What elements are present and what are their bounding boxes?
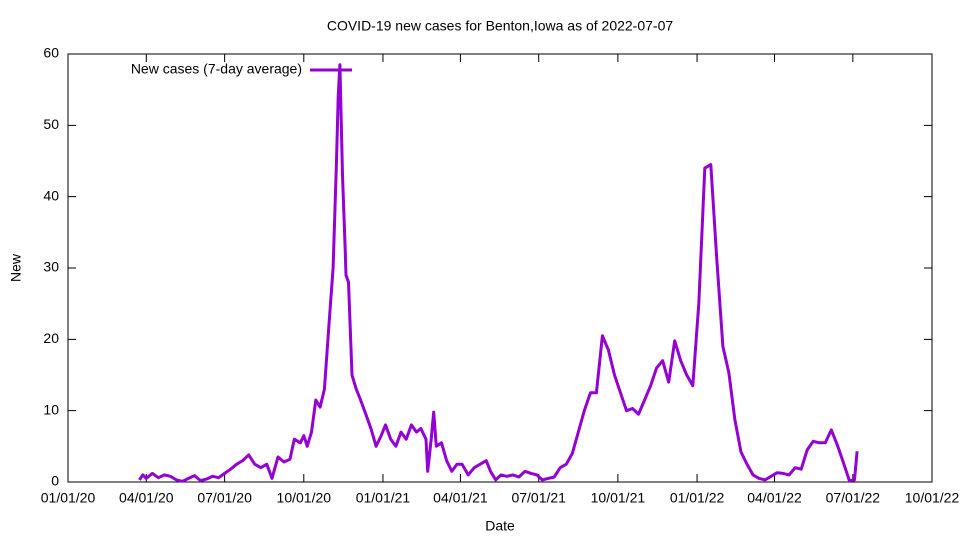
x-tick-label: 04/01/20 [119,490,174,506]
chart-title: COVID-19 new cases for Benton,Iowa as of… [327,18,674,34]
data-line [138,63,859,483]
legend-label: New cases (7-day average) [131,61,302,77]
y-tick-label: 0 [51,473,59,489]
x-tick-label: 10/01/22 [905,490,960,506]
y-tick-label: 40 [43,187,59,203]
x-tick-label: 04/01/21 [433,490,488,506]
x-tick-label: 01/01/21 [356,490,411,506]
y-tick-label: 50 [43,116,59,132]
x-tick-label: 01/01/20 [41,490,96,506]
x-tick-label: 04/01/22 [747,490,802,506]
y-tick-label: 30 [43,259,59,275]
x-tick-label: 07/01/20 [197,490,252,506]
y-tick-label: 20 [43,330,59,346]
plot-frame [67,53,933,483]
x-tick-label: 01/01/22 [670,490,725,506]
x-tick-label: 10/01/20 [277,490,332,506]
y-tick-label: 10 [43,401,59,417]
x-tick-label: 07/01/22 [826,490,881,506]
x-tick-label: 07/01/21 [511,490,566,506]
x-tick-label: 10/01/21 [591,490,646,506]
y-axis-label: New [8,253,24,282]
x-axis-label: Date [485,518,515,534]
y-tick-label: 60 [43,45,59,61]
